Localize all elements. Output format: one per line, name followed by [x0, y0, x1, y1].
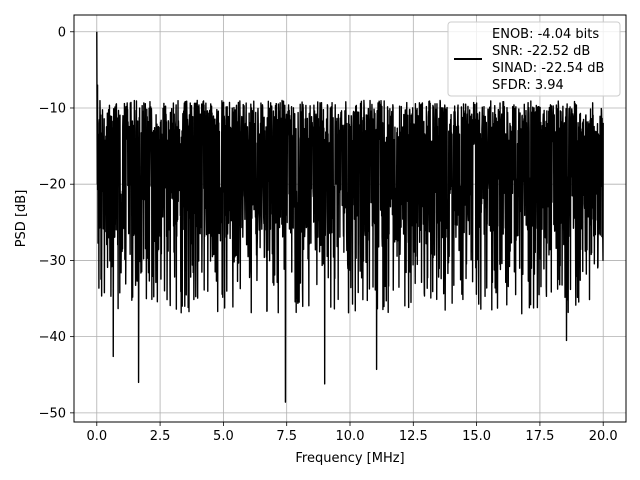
psd-series: [96, 31, 604, 403]
y-tick-label: 0: [58, 25, 66, 40]
legend-sfdr: SFDR: 3.94: [492, 78, 564, 93]
y-tick-label: −20: [39, 178, 66, 193]
y-tick-label: −40: [39, 330, 66, 345]
y-tick-label: −30: [39, 254, 66, 269]
x-tick-label: 7.5: [276, 429, 297, 444]
legend-snr: SNR: -22.52 dB: [492, 44, 590, 59]
y-tick-label: −10: [39, 101, 66, 116]
x-tick-label: 20.0: [589, 429, 618, 444]
legend-enob: ENOB: -4.04 bits: [492, 27, 599, 42]
y-tick-label: −50: [39, 406, 66, 421]
x-tick-label: 5.0: [213, 429, 234, 444]
x-tick-label: 2.5: [150, 429, 171, 444]
psd-trace: [96, 31, 604, 403]
x-axis-ticks: 0.0 2.5 5.0 7.5 10.0 12.5 15.0 17.5 20.0: [86, 422, 618, 444]
legend-sinad: SINAD: -22.54 dB: [492, 61, 604, 76]
x-tick-label: 15.0: [462, 429, 491, 444]
x-axis-label: Frequency [MHz]: [295, 451, 404, 466]
legend: ENOB: -4.04 bits SNR: -22.52 dB SINAD: -…: [447, 21, 621, 97]
y-axis-label: PSD [dB]: [14, 190, 29, 248]
legend-box: [447, 21, 621, 97]
x-tick-label: 0.0: [86, 429, 107, 444]
x-tick-label: 10.0: [336, 429, 365, 444]
x-tick-label: 17.5: [525, 429, 554, 444]
y-axis-ticks: 0 −10 −20 −30 −40 −50: [39, 25, 74, 421]
x-tick-label: 12.5: [399, 429, 428, 444]
